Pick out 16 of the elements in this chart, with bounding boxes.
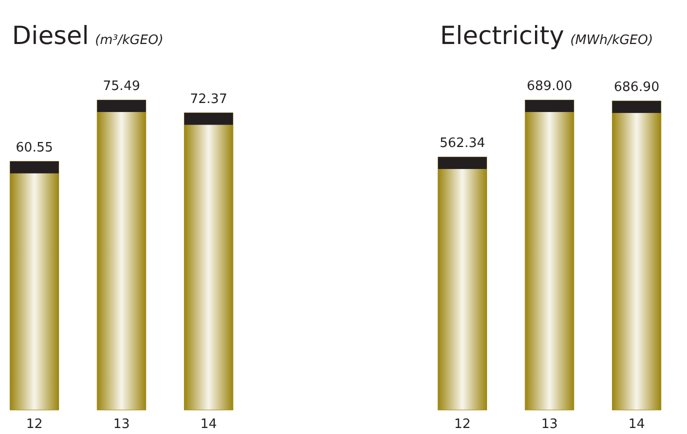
x-tick-label: 13 [113,417,130,432]
x-tick-label: 12 [26,417,43,432]
x-tick-label: 14 [200,417,217,432]
data-label: 686.90 [614,80,660,95]
data-label: 75.49 [102,79,140,94]
data-label: 60.55 [16,140,53,156]
chart-subtitle: (MWh/kGEO) [570,33,654,48]
data-label: 689.00 [526,79,572,94]
chart-title: Electricity [440,21,564,50]
x-tick-label: 13 [541,417,558,432]
x-tick-label: 14 [628,417,645,432]
chart-subtitle: (m³/kGEO) [94,33,164,48]
chart-title: Diesel [12,21,89,50]
data-label: 72.37 [190,92,228,107]
x-tick-label: 12 [454,417,471,432]
data-label: 562.34 [440,136,486,151]
